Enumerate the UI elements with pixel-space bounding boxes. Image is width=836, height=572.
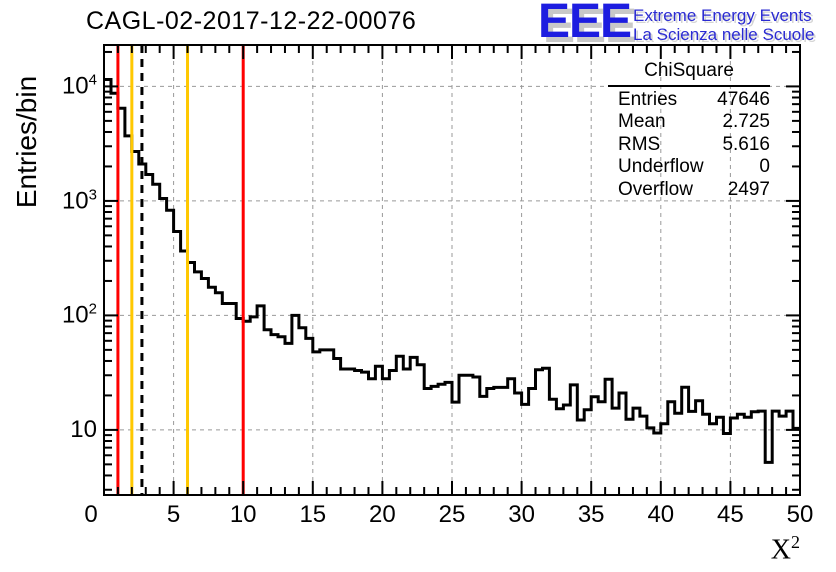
y-axis-title: Entries/bin — [11, 75, 42, 209]
x-tick-label-10: 10 — [229, 501, 257, 528]
stats-row-rms: RMS 5.616 — [608, 134, 770, 156]
y-tick-label-10e3: 103 — [61, 186, 97, 215]
stats-mean-value: 2.725 — [722, 111, 770, 133]
stats-overflow-label: Overflow — [618, 178, 693, 200]
eee-logo: EEE — [538, 0, 632, 48]
eee-logo-line1: Extreme Energy Events — [633, 6, 812, 25]
x-tick-label-0: 0 — [84, 501, 98, 528]
y-tick-label-10e1: 10 — [70, 415, 97, 443]
x-tick-label-50: 50 — [786, 501, 814, 528]
x-tick-label-25: 25 — [438, 501, 466, 528]
histogram-line — [104, 78, 800, 464]
x-axis-title: X2 — [770, 532, 800, 566]
x-tick-label-5: 5 — [166, 501, 181, 528]
x-tick-label-45: 45 — [717, 501, 744, 528]
stats-underflow-label: Underflow — [618, 156, 704, 178]
stats-overflow-value: 2497 — [727, 178, 770, 200]
x-tick-label-20: 20 — [369, 501, 396, 528]
stats-title: ChiSquare — [608, 60, 770, 87]
stats-box: ChiSquare Entries 47646 Mean 2.725 RMS 5… — [608, 60, 770, 201]
stats-row-entries: Entries 47646 — [608, 89, 770, 111]
stats-row-overflow: Overflow 2497 — [608, 179, 770, 201]
stats-row-underflow: Underflow 0 — [608, 156, 770, 178]
stats-entries-value: 47646 — [717, 89, 770, 110]
x-tick-label-30: 30 — [508, 501, 535, 528]
eee-logo-text: Extreme Energy Events La Scienza nelle S… — [633, 6, 814, 44]
y-tick-label-10e2: 102 — [61, 300, 97, 329]
stats-rms-label: RMS — [618, 133, 661, 155]
eee-logo-line2: La Scienza nelle Scuole — [633, 25, 815, 44]
stats-row-mean: Mean 2.725 — [608, 111, 770, 133]
stats-entries-label: Entries — [618, 89, 678, 110]
page-title: CAGL-02-2017-12-22-00076 — [86, 7, 417, 35]
x-tick-label-35: 35 — [577, 501, 605, 528]
stats-rms-value: 5.616 — [722, 133, 770, 155]
y-tick-label-10e4: 104 — [61, 71, 97, 100]
x-tick-label-15: 15 — [299, 501, 327, 528]
stats-mean-label: Mean — [618, 111, 666, 133]
stats-underflow-value: 0 — [759, 156, 770, 178]
x-tick-label-40: 40 — [647, 501, 675, 528]
